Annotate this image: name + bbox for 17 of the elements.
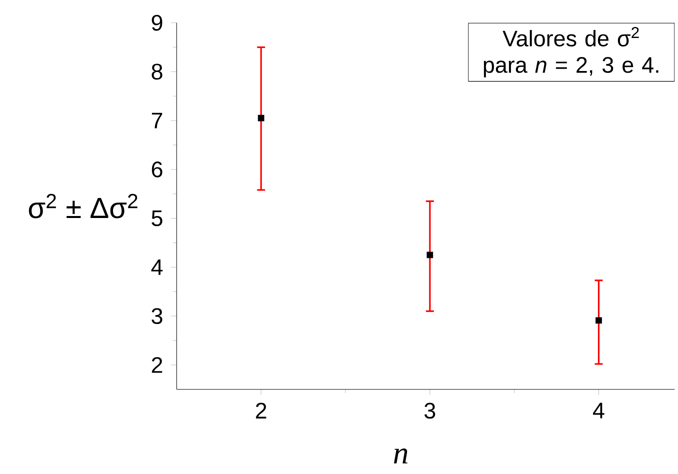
text: Valores de σ$^{2}$ para n = 2, 3 e 4. (484, 27, 658, 78)
x-tick-label: 4 (593, 402, 604, 418)
y-axis-title: σ$^{2}$ ± Δσ$^{2}$ (28, 194, 138, 219)
x-axis-title: n (394, 448, 408, 464)
x-tick-label: 2 (256, 402, 266, 419)
point (426, 252, 434, 258)
point (596, 317, 602, 324)
y-tick-label: 4 (151, 260, 163, 276)
y-tick-label: 9 (152, 15, 162, 31)
y-tick-label: 3 (152, 308, 162, 324)
point (258, 115, 264, 122)
x-tick-label: 3 (424, 402, 436, 419)
y-tick-label: 2 (152, 357, 162, 373)
y-tick-label: 7 (152, 113, 162, 128)
y-tick-label: 6 (152, 162, 162, 178)
y-tick-label: 5 (152, 210, 162, 226)
y-tick-label: 8 (152, 64, 162, 80)
